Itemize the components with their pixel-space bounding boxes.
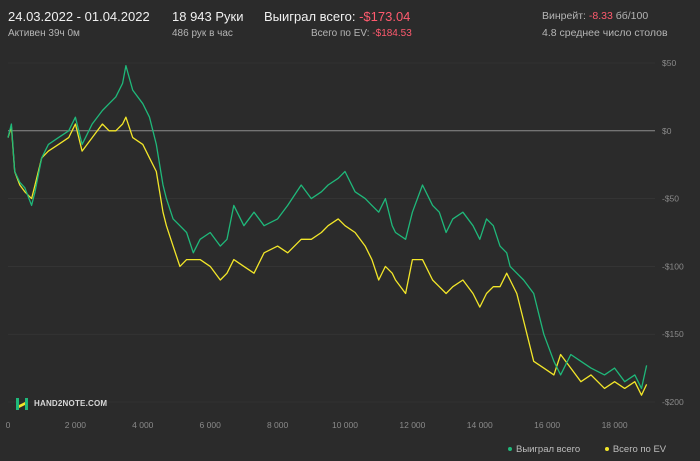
- legend-label-won: Выиграл всего: [516, 444, 581, 455]
- y-tick-label: -$200: [662, 397, 684, 407]
- winrate-unit: бб/100: [615, 10, 649, 22]
- x-tick-label: 14 000: [467, 420, 493, 430]
- ev-total: Всего по EV: -$184.53: [311, 28, 412, 39]
- stats-header: 24.03.2022 - 01.04.2022 Активен 39ч 0м 1…: [0, 0, 700, 44]
- y-tick-label: $50: [662, 58, 676, 68]
- x-tick-label: 10 000: [332, 420, 358, 430]
- legend-label-ev: Всего по EV: [612, 444, 667, 455]
- logo-text: HAND2NOTE.COM: [34, 399, 108, 409]
- ev-label: Всего по EV:: [311, 28, 370, 39]
- y-tick-label: $0: [662, 126, 672, 136]
- winrate-block: Винрейт: -8.33 бб/100 4.8 среднее число …: [542, 10, 668, 39]
- hands-count: 18 943 Руки: [172, 9, 244, 24]
- avg-tables: 4.8 среднее число столов: [542, 27, 668, 39]
- hand2note-logo-icon: [16, 398, 28, 410]
- won-label: Выиграл всего:: [264, 9, 356, 24]
- x-tick-label: 8 000: [267, 420, 289, 430]
- legend-item-ev: Всего по EV: [604, 444, 667, 455]
- date-range: 24.03.2022 - 01.04.2022: [8, 9, 150, 24]
- winrate-value: -8.33: [588, 10, 613, 22]
- grid-lines: [8, 62, 655, 403]
- series-line-won: [7, 65, 648, 390]
- won-block: Выиграл всего: -$173.04 Всего по EV: -$1…: [264, 9, 412, 39]
- y-tick-label: -$100: [662, 261, 684, 271]
- x-tick-label: 4 000: [132, 420, 154, 430]
- winrate: Винрейт: -8.33 бб/100: [542, 10, 668, 22]
- series-lines: [7, 65, 648, 396]
- legend-swatch-won: [508, 447, 512, 452]
- series-line-ev: [7, 116, 648, 396]
- winrate-label: Винрейт:: [542, 10, 586, 22]
- x-axis-ticks: 0 2 000 4 000 6 000 8 000 10 000 12 000 14 000 1…: [6, 420, 628, 430]
- x-tick-label: 6 000: [200, 420, 222, 430]
- x-tick-label: 2 000: [65, 420, 87, 430]
- x-tick-label: 18 000: [602, 420, 628, 430]
- x-tick-label: 12 000: [399, 420, 425, 430]
- won-total: Выиграл всего: -$173.04: [264, 9, 412, 24]
- legend-swatch-ev: [604, 447, 609, 452]
- y-tick-label: -$150: [662, 329, 684, 339]
- active-time: Активен 39ч 0м: [8, 28, 80, 39]
- x-tick-label: 0: [6, 420, 11, 430]
- hands-block: 18 943 Руки 486 рук в час: [172, 9, 244, 39]
- ev-value: -$184.53: [372, 28, 412, 39]
- hands-per-hour: 486 рук в час: [172, 28, 233, 39]
- x-tick-label: 16 000: [534, 420, 560, 430]
- won-value: -$173.04: [359, 9, 411, 24]
- legend-item-won: Выиграл всего: [508, 444, 580, 455]
- hand2note-logo: HAND2NOTE.COM: [15, 397, 107, 411]
- y-axis-ticks: $50 $0 -$50 -$100 -$150 -$200: [662, 58, 684, 407]
- y-tick-label: -$50: [662, 194, 679, 204]
- chart-legend: Выиграл всего Всего по EV: [508, 444, 688, 455]
- date-range-block: 24.03.2022 - 01.04.2022 Активен 39ч 0м: [8, 9, 150, 39]
